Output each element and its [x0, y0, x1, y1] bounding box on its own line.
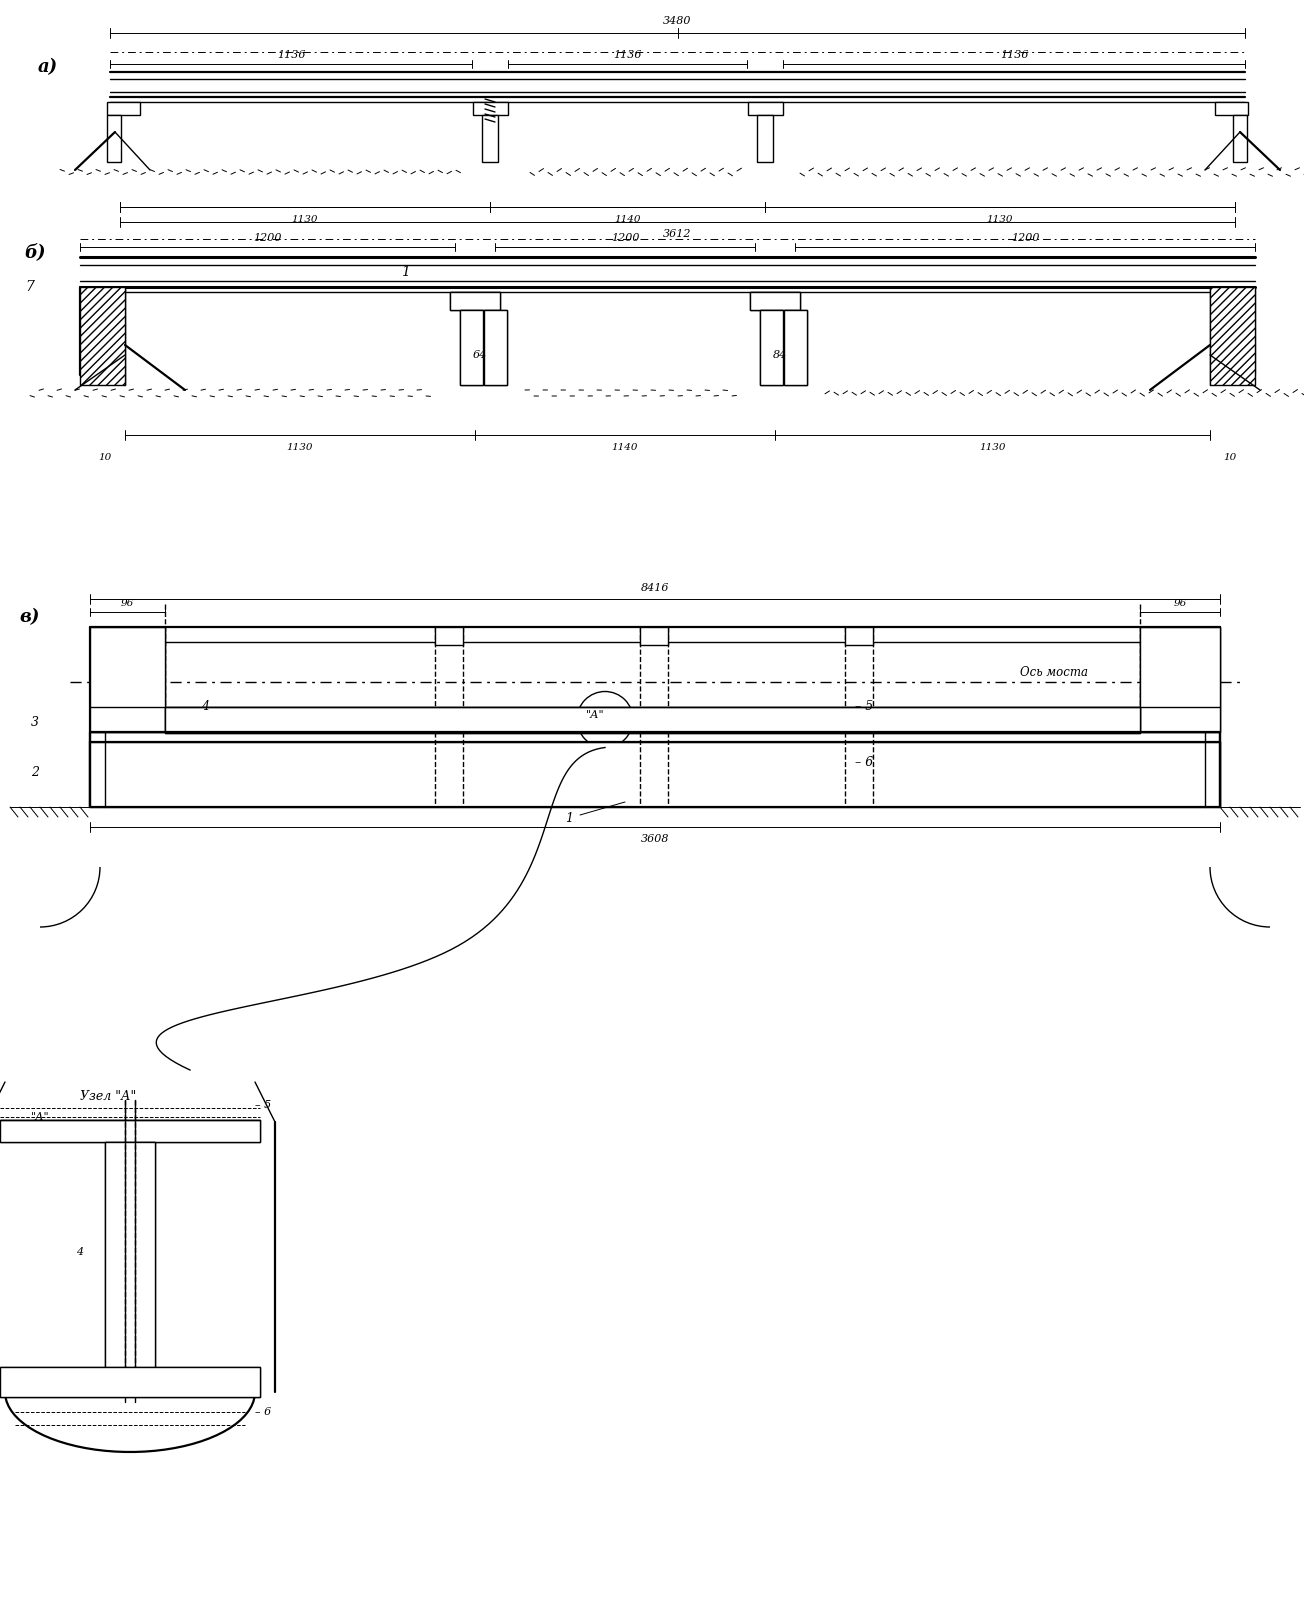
- Text: 2: 2: [31, 765, 39, 778]
- Bar: [0, 1120, 259, 1143]
- Bar: [1215, 101, 1248, 116]
- Bar: [90, 742, 1221, 807]
- Text: Узел "А": Узел "А": [80, 1091, 136, 1104]
- Bar: [760, 310, 782, 386]
- Bar: [107, 116, 121, 162]
- Bar: [90, 627, 166, 733]
- Text: 4: 4: [201, 701, 209, 714]
- Bar: [166, 707, 1140, 733]
- Bar: [0, 1120, 259, 1143]
- Text: 8416: 8416: [640, 583, 669, 593]
- Bar: [436, 627, 463, 644]
- Bar: [750, 292, 799, 310]
- Text: 1: 1: [400, 265, 409, 280]
- Bar: [450, 292, 499, 310]
- Text: 10: 10: [98, 453, 112, 461]
- Bar: [166, 707, 1140, 733]
- Text: 1200: 1200: [1011, 233, 1039, 243]
- Text: 1200: 1200: [253, 233, 282, 243]
- Text: 64: 64: [473, 350, 488, 360]
- Text: "А": "А": [585, 710, 604, 720]
- Text: б): б): [25, 243, 46, 260]
- Text: в): в): [20, 607, 40, 627]
- Text: 1130: 1130: [987, 214, 1013, 223]
- Text: 1140: 1140: [614, 214, 640, 223]
- Text: – 5: – 5: [256, 1101, 271, 1110]
- Bar: [460, 310, 482, 386]
- Bar: [0, 1368, 259, 1396]
- Bar: [460, 310, 482, 386]
- Bar: [1210, 288, 1254, 386]
- Bar: [845, 627, 872, 644]
- Bar: [80, 288, 125, 386]
- Text: 3608: 3608: [640, 834, 669, 844]
- Bar: [484, 310, 507, 386]
- Bar: [784, 310, 807, 386]
- Bar: [484, 310, 507, 386]
- Text: 1140: 1140: [612, 442, 638, 452]
- Text: 7: 7: [26, 280, 34, 294]
- Bar: [758, 116, 773, 162]
- Bar: [748, 101, 782, 116]
- Text: "А": "А": [31, 1112, 50, 1122]
- Text: 1130: 1130: [287, 442, 313, 452]
- Bar: [450, 292, 499, 310]
- Text: 96: 96: [121, 598, 134, 607]
- Text: 3: 3: [31, 715, 39, 728]
- Text: – 6: – 6: [855, 755, 874, 768]
- Text: 1130: 1130: [979, 442, 1005, 452]
- Text: 84: 84: [773, 350, 788, 360]
- Text: 1200: 1200: [610, 233, 639, 243]
- Text: 1136: 1136: [276, 50, 305, 59]
- Bar: [106, 1143, 155, 1392]
- Bar: [90, 742, 1221, 807]
- Text: – 5: – 5: [855, 701, 874, 714]
- Bar: [1234, 116, 1247, 162]
- Text: а): а): [38, 58, 59, 76]
- Bar: [90, 627, 166, 733]
- Text: 1130: 1130: [292, 214, 318, 223]
- Bar: [106, 1143, 155, 1392]
- Text: 4: 4: [77, 1247, 83, 1257]
- Bar: [640, 627, 668, 644]
- Text: 3480: 3480: [664, 16, 691, 26]
- Text: 3612: 3612: [664, 230, 691, 239]
- Text: 96: 96: [1174, 598, 1187, 607]
- Bar: [107, 101, 140, 116]
- Bar: [750, 292, 799, 310]
- Text: 10: 10: [1223, 453, 1236, 461]
- Bar: [0, 1368, 259, 1396]
- Bar: [473, 101, 509, 116]
- Bar: [784, 310, 807, 386]
- Text: Ось моста: Ось моста: [1020, 667, 1088, 680]
- Text: 1136: 1136: [1000, 50, 1029, 59]
- Bar: [760, 310, 782, 386]
- Bar: [1140, 627, 1221, 733]
- Text: – 6: – 6: [256, 1408, 271, 1417]
- Bar: [482, 116, 498, 162]
- Bar: [1140, 627, 1221, 733]
- Text: 1136: 1136: [613, 50, 642, 59]
- Text: 1: 1: [565, 813, 572, 826]
